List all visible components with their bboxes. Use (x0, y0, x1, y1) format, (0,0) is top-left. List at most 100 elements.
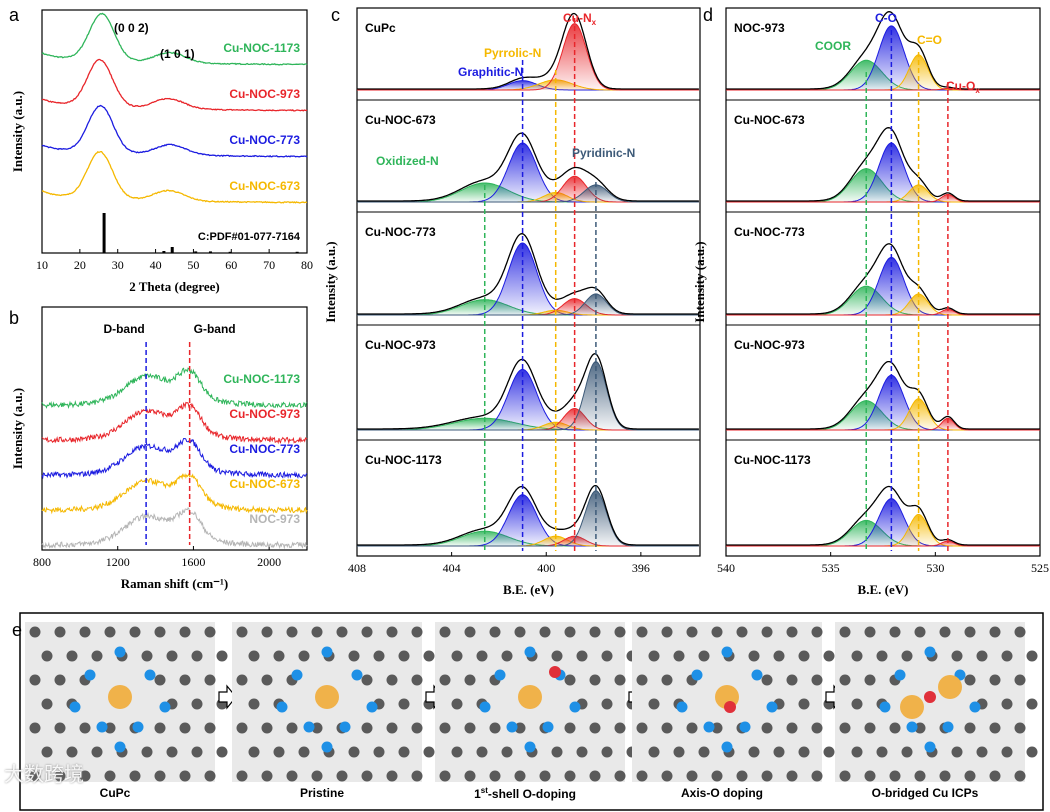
xps-n-sample-label-Cu-NOC-673: Cu-NOC-673 (365, 113, 436, 127)
nitrogen-atom (339, 721, 351, 733)
xps-n-sample-label-Cu-NOC-973: Cu-NOC-973 (365, 338, 436, 352)
carbon-atom (129, 626, 141, 638)
xrd-tick-label: 40 (150, 258, 162, 272)
carbon-atom (686, 626, 698, 638)
carbon-atom (539, 770, 551, 782)
carbon-atom (179, 722, 191, 734)
carbon-atom (1026, 698, 1038, 710)
carbon-atom (451, 746, 463, 758)
xps-n-envelope-Cu-NOC-773 (357, 233, 699, 315)
xrd-tick-label: 70 (263, 258, 275, 272)
raman-legend-Cu-NOC-973: Cu-NOC-973 (229, 407, 300, 421)
xps-n-sample-label-Cu-NOC-773: Cu-NOC-773 (365, 225, 436, 239)
oxygen-atom (549, 666, 561, 678)
carbon-atom (66, 746, 78, 758)
carbon-atom (261, 770, 273, 782)
carbon-atom (798, 698, 810, 710)
carbon-atom (79, 626, 91, 638)
molecule-image-3 (632, 622, 835, 782)
carbon-atom (876, 746, 888, 758)
copper-atom (108, 685, 132, 709)
step-label-axis-o: Axis-O doping (681, 786, 763, 800)
carbon-atom (514, 722, 526, 734)
oxygen-atom (724, 701, 736, 713)
carbon-atom (823, 746, 835, 758)
xps-n-fill-Graphitic-N (357, 243, 700, 315)
carbon-atom (261, 722, 273, 734)
raman-curve-Cu-NOC-1173 (41, 367, 308, 410)
xrd-tick-label: 10 (36, 258, 48, 272)
carbon-atom (298, 650, 310, 662)
carbon-atom (576, 650, 588, 662)
carbon-atom (179, 770, 191, 782)
nitrogen-atom (494, 669, 506, 681)
xps-o-component-Cu-O (726, 540, 1040, 547)
carbon-atom (614, 722, 626, 734)
raman-legend-Cu-NOC-673: Cu-NOC-673 (229, 477, 300, 491)
carbon-atom (29, 674, 41, 686)
carbon-atom (216, 746, 228, 758)
carbon-atom (698, 650, 710, 662)
nitrogen-atom (739, 721, 751, 733)
carbon-atom (129, 770, 141, 782)
xps-n-axes (356, 7, 701, 557)
carbon-atom (29, 626, 41, 638)
carbon-atom (179, 626, 191, 638)
carbon-atom (601, 650, 613, 662)
carbon-atom (386, 770, 398, 782)
carbon-atom (476, 650, 488, 662)
carbon-atom (939, 770, 951, 782)
carbon-atom (864, 626, 876, 638)
carbon-atom (939, 626, 951, 638)
carbon-atom (901, 650, 913, 662)
xps-o-sample-label-Cu-NOC-673: Cu-NOC-673 (734, 113, 805, 127)
carbon-atom (773, 650, 785, 662)
nitrogen-atom (479, 701, 491, 713)
step-label-sup: st (480, 786, 488, 795)
xps-o-sample-label-NOC-973: NOC-973 (734, 21, 785, 35)
carbon-atom (811, 770, 823, 782)
xps-o-component-Cu-O (726, 87, 1040, 91)
step-label-cupc: CuPc (99, 786, 131, 800)
carbon-atom (761, 674, 773, 686)
carbon-atom (191, 698, 203, 710)
carbon-atom (41, 698, 53, 710)
carbon-atom (141, 746, 153, 758)
raman-tick-label: 2000 (257, 555, 281, 569)
xrd-tick-label: 60 (225, 258, 237, 272)
xps-n-sample-label-CuPc: CuPc (365, 21, 396, 35)
carbon-atom (551, 650, 563, 662)
carbon-atom (311, 770, 323, 782)
carbon-atom (104, 770, 116, 782)
xps-o-fill-C-O (726, 25, 1040, 90)
carbon-atom (901, 746, 913, 758)
carbon-atom (29, 722, 41, 734)
xps-n-fill-Graphitic-N (357, 369, 700, 430)
carbon-atom (398, 746, 410, 758)
xrd-curve-Cu-NOC-1173 (41, 12, 308, 66)
carbon-atom (154, 674, 166, 686)
carbon-atom (989, 722, 1001, 734)
xps-n-tick-label: 404 (443, 561, 461, 575)
nitrogen-atom (291, 669, 303, 681)
annotation-101: (1 0 1) (160, 47, 195, 61)
nitrogen-atom (303, 721, 315, 733)
xps-n-tick-label: 408 (348, 561, 366, 575)
carbon-atom (261, 626, 273, 638)
carbon-atom (851, 698, 863, 710)
carbon-atom (989, 674, 1001, 686)
xps-o-fill-C-O (726, 143, 1040, 202)
step-label-pristine: Pristine (299, 786, 344, 800)
carbon-atom (386, 674, 398, 686)
nitrogen-atom (924, 646, 936, 658)
carbon-atom (686, 722, 698, 734)
xps-o-x-label: B.E. (eV) (858, 582, 909, 597)
nitrogen-atom (144, 669, 156, 681)
carbon-atom (489, 770, 501, 782)
carbon-atom (889, 722, 901, 734)
carbon-atom (551, 746, 563, 758)
carbon-atom (736, 626, 748, 638)
carbon-atom (864, 770, 876, 782)
xps-n-envelope-CuPc (357, 12, 699, 90)
xps-n-component-label-Pyrrolic-N: Pyrrolic-N (484, 46, 541, 60)
